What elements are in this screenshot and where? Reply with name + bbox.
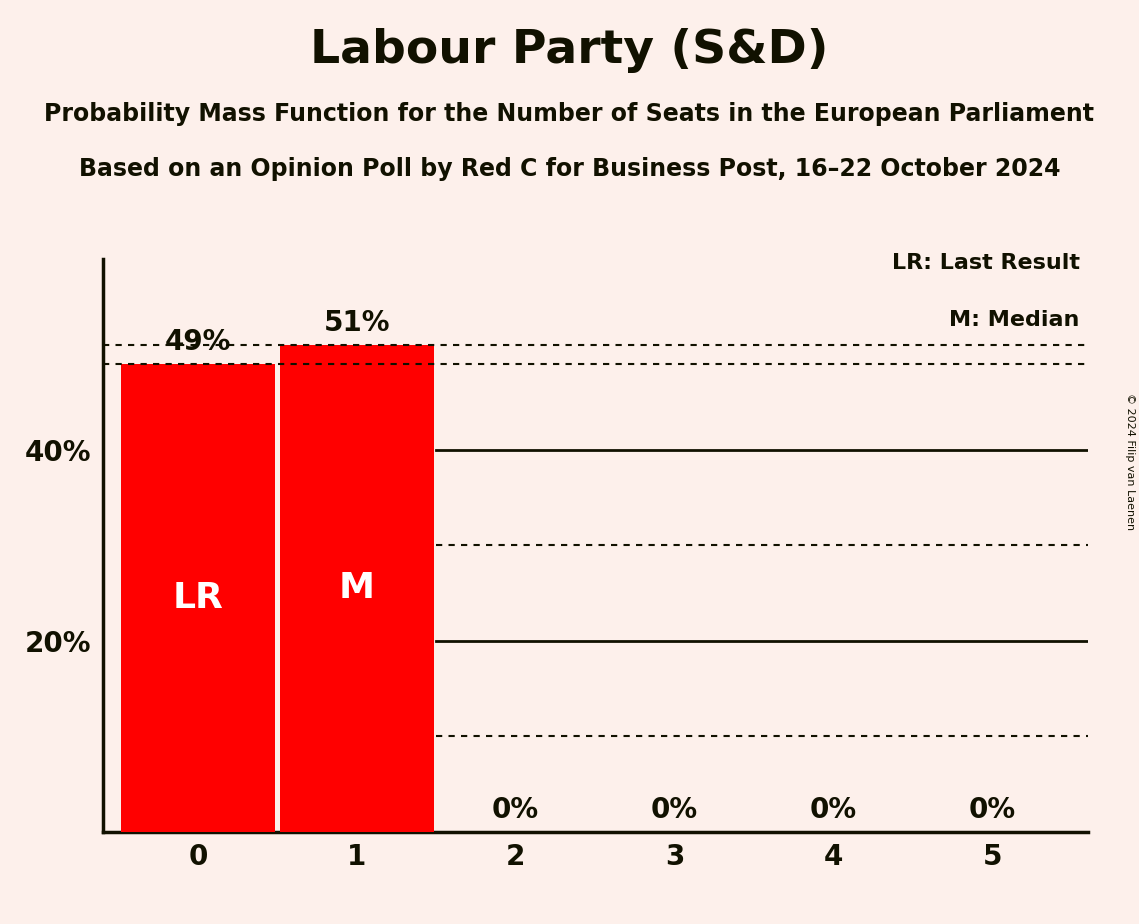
Text: 49%: 49% (165, 328, 231, 356)
Bar (121, 364, 274, 832)
Text: M: M (338, 571, 375, 605)
Text: LR: Last Result: LR: Last Result (892, 253, 1080, 274)
Text: Labour Party (S&D): Labour Party (S&D) (310, 28, 829, 73)
Text: 0%: 0% (810, 796, 857, 824)
Text: LR: LR (172, 580, 223, 614)
Text: Probability Mass Function for the Number of Seats in the European Parliament: Probability Mass Function for the Number… (44, 102, 1095, 126)
Text: Based on an Opinion Poll by Red C for Business Post, 16–22 October 2024: Based on an Opinion Poll by Red C for Bu… (79, 157, 1060, 181)
Text: 0%: 0% (969, 796, 1016, 824)
Text: M: Median: M: Median (950, 310, 1080, 330)
Text: 51%: 51% (323, 309, 390, 337)
Text: 0%: 0% (652, 796, 698, 824)
Text: 0%: 0% (492, 796, 539, 824)
Text: © 2024 Filip van Laenen: © 2024 Filip van Laenen (1125, 394, 1134, 530)
Bar (280, 345, 434, 832)
